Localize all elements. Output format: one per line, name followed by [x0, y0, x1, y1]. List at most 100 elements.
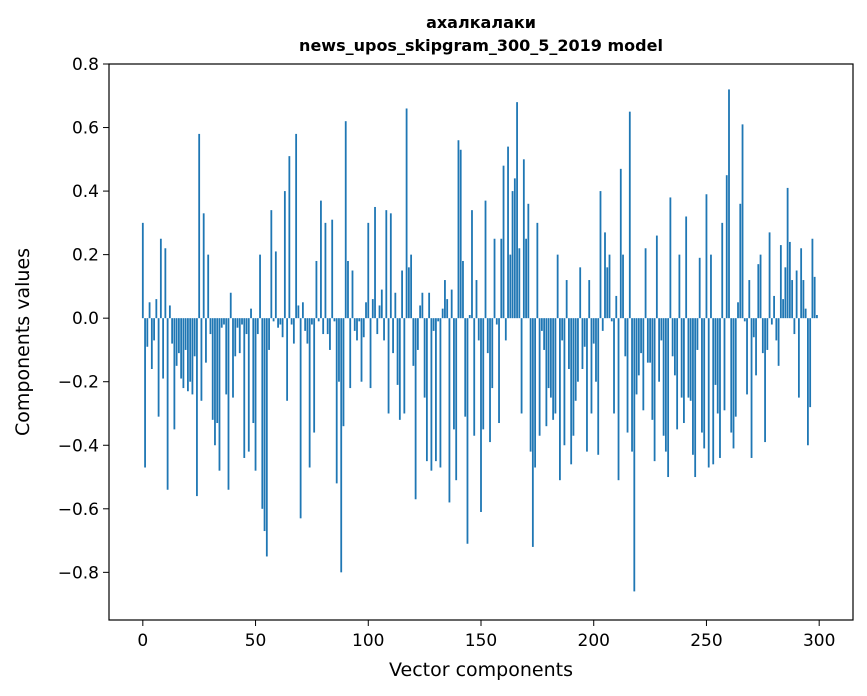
bar-129: [432, 318, 435, 331]
bar-134: [444, 280, 446, 319]
bar-101: [369, 318, 372, 389]
bar-88: [340, 318, 343, 573]
bar-255: [716, 318, 719, 414]
bar-58: [272, 318, 275, 322]
bar-280: [773, 295, 775, 319]
bar-28: [205, 318, 207, 363]
x-tick-label: 250: [690, 631, 722, 651]
bar-10: [164, 248, 167, 319]
bar-67: [292, 318, 295, 344]
bar-142: [462, 260, 464, 319]
bar-243: [689, 318, 692, 401]
bar-267: [743, 318, 746, 322]
bar-220: [637, 318, 640, 376]
x-tick-label: 0: [137, 631, 148, 651]
bar-133: [441, 308, 444, 319]
bar-104: [376, 318, 379, 335]
bar-159: [500, 238, 503, 319]
bar-240: [683, 318, 685, 424]
bar-239: [680, 318, 683, 398]
bar-196: [583, 318, 586, 347]
bar-183: [554, 318, 557, 414]
bar-44: [241, 318, 243, 325]
bar-126: [425, 318, 428, 462]
bar-207: [608, 254, 611, 319]
bar-232: [664, 318, 667, 452]
bar-160: [502, 165, 505, 319]
bar-47: [247, 318, 250, 452]
bar-162: [507, 146, 509, 319]
bar-151: [482, 318, 485, 430]
bar-74: [308, 318, 311, 468]
bar-90: [344, 121, 347, 319]
bar-201: [595, 318, 597, 382]
x-axis-ticks: 0 50 100 150 200 250 300: [137, 620, 835, 651]
bar-62: [281, 318, 284, 338]
bar-32: [214, 318, 216, 446]
bar-235: [671, 318, 674, 357]
bar-186: [561, 318, 564, 341]
bar-193: [577, 318, 579, 382]
bar-117: [405, 108, 408, 319]
bar-12: [168, 305, 171, 319]
bar-168: [520, 318, 523, 414]
bar-11: [166, 318, 169, 490]
bar-55: [265, 318, 268, 557]
x-tick-label: 200: [578, 631, 610, 651]
bar-73: [306, 318, 309, 344]
bar-204: [601, 318, 604, 331]
bar-105: [378, 305, 381, 319]
bar-61: [279, 318, 282, 325]
bar-223: [644, 248, 647, 319]
bar-275: [761, 318, 764, 354]
bar-281: [775, 318, 778, 341]
bar-51: [256, 318, 259, 335]
bar-228: [655, 235, 658, 319]
bar-125: [423, 318, 426, 398]
bar-150: [480, 318, 482, 512]
y-axis-ticks: 0.8 0.6 0.4 0.2 0.0 −0.2 −0.4 −0.6 −0.8: [58, 55, 109, 583]
bar-277: [766, 318, 769, 350]
bar-77: [315, 260, 318, 319]
bar-256: [719, 318, 721, 458]
bar-230: [660, 318, 663, 341]
bar-13: [171, 318, 174, 344]
bar-87: [338, 318, 340, 382]
bar-138: [453, 318, 455, 430]
bar-248: [701, 318, 703, 433]
bar-72: [304, 318, 307, 331]
bar-59: [274, 251, 277, 319]
bar-283: [779, 245, 782, 319]
bar-65: [288, 156, 291, 319]
bar-219: [635, 318, 638, 395]
bar-99: [365, 302, 367, 319]
bar-291: [797, 318, 800, 398]
bar-217: [631, 318, 633, 452]
bar-27: [202, 213, 205, 319]
bar-78: [317, 318, 320, 322]
bar-251: [707, 318, 710, 468]
x-tick-label: 150: [465, 631, 497, 651]
bar-97: [360, 318, 363, 382]
bar-253: [712, 318, 715, 465]
bar-2: [146, 318, 149, 347]
bar-124: [421, 292, 424, 319]
bar-290: [795, 270, 798, 319]
bar-98: [362, 318, 365, 338]
bar-23: [193, 318, 196, 357]
bar-56: [268, 318, 270, 350]
chart-title: ахалкалаки: [426, 13, 536, 32]
bar-167: [518, 248, 521, 319]
bar-30: [209, 318, 212, 335]
bar-137: [450, 289, 453, 319]
bar-31: [211, 318, 214, 420]
bar-296: [809, 318, 812, 408]
bar-93: [351, 270, 354, 319]
bar-172: [529, 318, 532, 452]
bar-106: [380, 289, 383, 319]
bar-229: [658, 318, 661, 382]
bar-144: [466, 318, 469, 544]
bar-48: [250, 308, 252, 319]
y-tick-label: −0.6: [58, 500, 99, 520]
bar-192: [574, 318, 577, 401]
